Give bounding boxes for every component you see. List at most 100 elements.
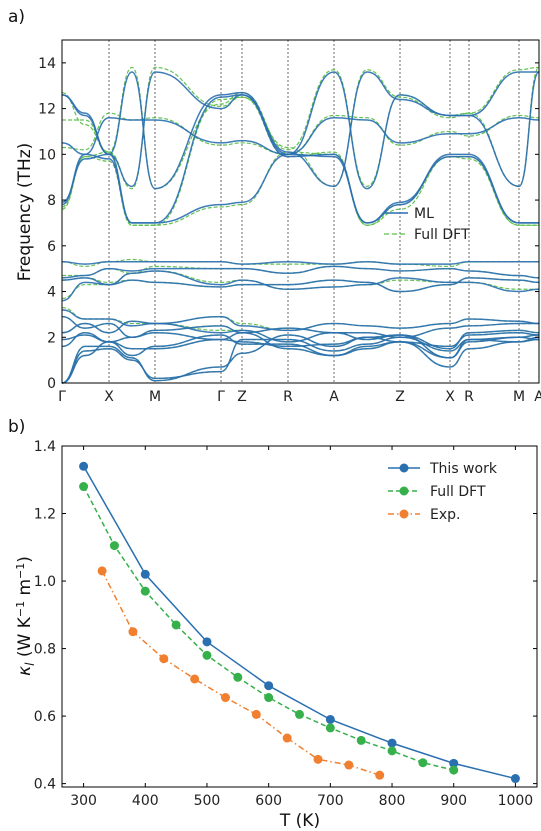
b-data-point: [325, 723, 335, 733]
a-y-tick-label: 14: [38, 56, 56, 72]
b-legend-label: This work: [429, 461, 498, 477]
b-x-tick-label: 400: [132, 793, 159, 809]
b-data-point: [418, 758, 428, 768]
b-data-point: [171, 620, 181, 630]
b-series-line: [82, 486, 454, 771]
a-band-ml: [61, 320, 540, 350]
b-data-point: [190, 674, 200, 684]
b-data-point: [251, 709, 261, 719]
a-band-ml: [61, 261, 539, 265]
b-data-point: [79, 482, 89, 492]
a-k-label: R: [464, 389, 474, 405]
b-x-tick-label: 500: [194, 793, 221, 809]
b-y-tick-label: 1.4: [34, 439, 56, 455]
b-data-point: [295, 709, 304, 719]
a-band-ml: [61, 309, 540, 332]
b-data-point: [233, 672, 243, 682]
b-data-point: [282, 733, 292, 743]
b-x-tick-label: 1000: [498, 793, 534, 809]
b-data-point: [140, 586, 150, 596]
b-series: [79, 461, 520, 784]
a-legend: ML Full DFT: [384, 206, 470, 243]
a-k-label: Z: [237, 389, 247, 405]
b-legend: This work Full DFT Exp.: [388, 461, 498, 523]
b-y-tick-label: 0.6: [34, 709, 56, 725]
a-k-label: M: [513, 389, 525, 405]
b-legend-swatch-marker: [399, 509, 409, 519]
a-k-label: X: [445, 389, 455, 405]
a-k-label: R: [283, 389, 293, 405]
a-k-label: M: [149, 389, 161, 405]
a-legend-dft-label: Full DFT: [414, 227, 470, 243]
b-data-point: [109, 541, 119, 551]
a-band-dft: [61, 151, 539, 226]
a-y-tick-label: 6: [47, 239, 56, 255]
a-y-tick-label: 8: [47, 193, 56, 209]
a-band-ml: [61, 153, 539, 224]
a-band-ml: [61, 331, 540, 359]
b-data-point: [97, 566, 107, 576]
a-y-tick-label: 4: [47, 285, 56, 301]
b-data-point: [159, 654, 169, 664]
b-data-point: [344, 760, 354, 770]
a-band-dft: [62, 66, 540, 190]
b-y-axis-label: κl (W K−1 m−1): [14, 556, 37, 676]
b-data-point: [313, 754, 323, 764]
a-k-label: A: [534, 389, 541, 405]
b-x-tick-label: 300: [70, 793, 97, 809]
b-legend-label: Exp.: [430, 507, 460, 523]
a-band-ml: [61, 71, 539, 190]
a-band-ml: [61, 334, 540, 384]
a-band-ml: [61, 277, 540, 293]
a-bands: [61, 66, 540, 384]
b-x-ticks: 300 400 500 600 700 800 900 1000: [70, 446, 533, 809]
b-data-point: [140, 569, 150, 579]
a-plot-frame: [61, 39, 540, 384]
a-band-ml: [61, 336, 540, 384]
a-band-ml: [61, 71, 540, 188]
a-band-ml: [61, 315, 539, 339]
b-data-point: [264, 693, 274, 703]
a-band-dft: [61, 96, 539, 226]
b-data-point: [264, 681, 274, 691]
b-data-point: [325, 714, 335, 724]
a-band-dft: [61, 258, 539, 267]
a-band-dft: [61, 66, 540, 190]
a-k-label: Z: [395, 389, 405, 405]
b-x-axis-label: T (K): [279, 811, 320, 831]
b-y-tick-label: 1.2: [34, 507, 56, 523]
b-data-point: [387, 738, 397, 748]
a-y-tick-label: 10: [38, 147, 56, 163]
b-data-point: [220, 693, 230, 703]
a-k-label: Γ: [58, 389, 66, 405]
a-band-ml: [61, 94, 539, 224]
a-y-axis-label: Frequency (THz): [15, 143, 35, 282]
b-y-tick-label: 1.0: [34, 574, 56, 590]
a-y-ticks: 0 2 4 6 8 10 12 14: [38, 56, 539, 392]
a-legend-ml-label: ML: [414, 206, 434, 222]
b-series-line: [101, 570, 380, 776]
b-data-point: [449, 758, 459, 768]
b-legend-label: Full DFT: [430, 484, 486, 500]
a-band-ml: [61, 331, 540, 384]
b-x-tick-label: 700: [317, 793, 344, 809]
b-series-line: [82, 465, 516, 780]
a-band-ml: [61, 265, 540, 279]
panel-b-thermal-conductivity: b) 0.4 0.6 0.8 1.0 1.2 1.4 300 400 500 600 700 800…: [8, 417, 538, 831]
a-y-tick-label: 12: [38, 102, 56, 118]
panel-b-label: b): [8, 417, 25, 437]
a-k-label: A: [329, 389, 339, 405]
b-data-point: [387, 746, 397, 756]
b-x-tick-label: 600: [255, 793, 282, 809]
b-data-point: [510, 774, 520, 784]
b-x-tick-label: 800: [379, 793, 406, 809]
b-data-point: [375, 770, 385, 780]
a-band-ml: [61, 270, 540, 302]
b-data-point: [202, 650, 212, 660]
b-x-tick-label: 900: [440, 793, 467, 809]
b-y-tick-label: 0.4: [34, 777, 56, 793]
b-data-point: [128, 627, 138, 637]
